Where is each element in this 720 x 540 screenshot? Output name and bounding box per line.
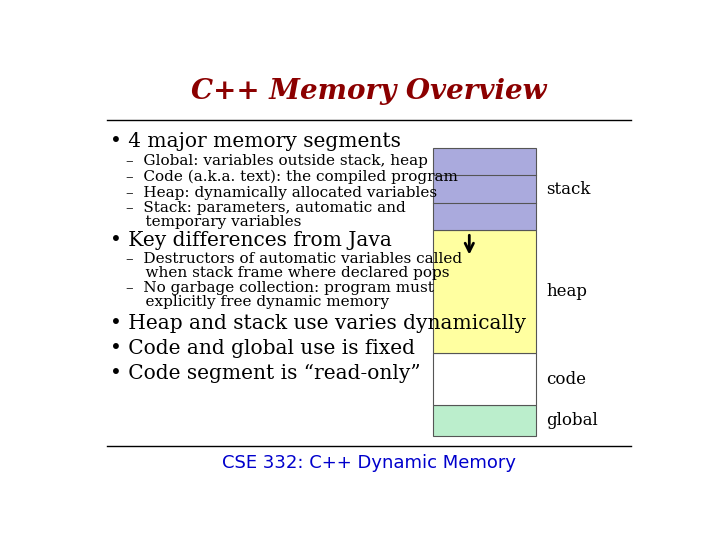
Text: temporary variables: temporary variables: [126, 215, 302, 229]
Text: CSE 332: C++ Dynamic Memory: CSE 332: C++ Dynamic Memory: [222, 454, 516, 472]
Text: –  Global: variables outside stack, heap: – Global: variables outside stack, heap: [126, 154, 428, 168]
Bar: [433, 405, 536, 436]
Text: –  No garbage collection: program must: – No garbage collection: program must: [126, 281, 434, 295]
Text: –  Heap: dynamically allocated variables: – Heap: dynamically allocated variables: [126, 186, 437, 200]
Bar: [433, 353, 536, 405]
Bar: [433, 231, 536, 353]
Text: –  Code (a.k.a. text): the compiled program: – Code (a.k.a. text): the compiled progr…: [126, 170, 458, 184]
Text: • Code and global use is fixed: • Code and global use is fixed: [109, 339, 415, 358]
Text: heap: heap: [546, 283, 588, 300]
Text: stack: stack: [546, 180, 591, 198]
Text: explicitly free dynamic memory: explicitly free dynamic memory: [126, 295, 390, 309]
Text: • Code segment is “read-only”: • Code segment is “read-only”: [109, 364, 420, 383]
Text: • 4 major memory segments: • 4 major memory segments: [109, 132, 400, 151]
Text: code: code: [546, 370, 587, 388]
Bar: [433, 147, 536, 231]
Text: –  Destructors of automatic variables called: – Destructors of automatic variables cal…: [126, 252, 462, 266]
Text: • Heap and stack use varies dynamically: • Heap and stack use varies dynamically: [109, 314, 526, 333]
Text: C++ Memory Overview: C++ Memory Overview: [192, 78, 546, 105]
Text: –  Stack: parameters, automatic and: – Stack: parameters, automatic and: [126, 201, 406, 215]
Text: global: global: [546, 412, 598, 429]
Text: • Key differences from Java: • Key differences from Java: [109, 231, 392, 250]
Text: when stack frame where declared pops: when stack frame where declared pops: [126, 266, 450, 280]
